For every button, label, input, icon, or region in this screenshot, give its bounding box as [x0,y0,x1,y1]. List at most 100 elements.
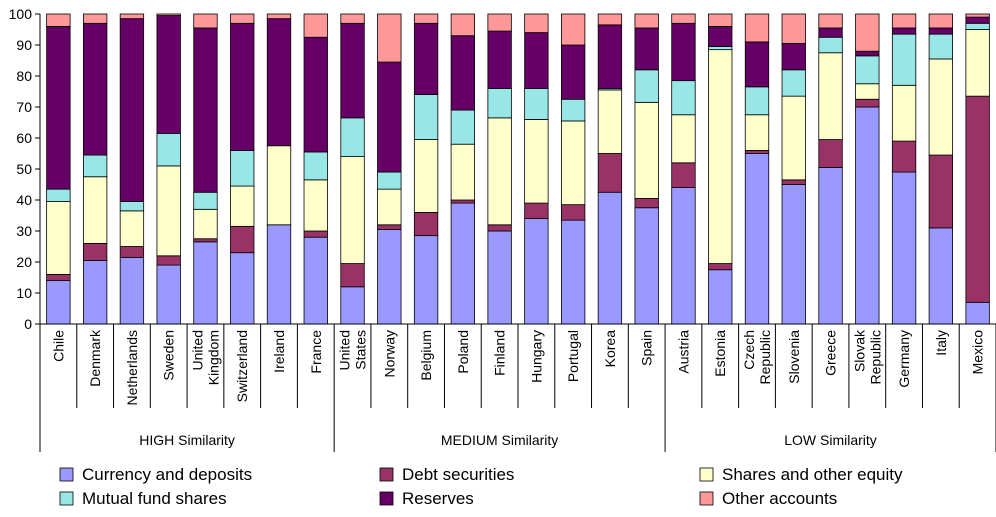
bar-korea-other-accounts [597,13,623,26]
group-label-low-similarity: LOW Similarity [784,432,877,448]
bar-united-states-other-accounts [340,13,365,24]
bar-mexico-currency-and-deposits [965,301,990,325]
bar-mexico-reserves [965,16,990,24]
bar-france-other-accounts [303,13,328,38]
bar-germany-other-accounts [891,13,917,29]
legend-label: Debt securities [402,465,514,484]
bar-poland-other-accounts [450,13,476,37]
bar-norway-currency-and-deposits [377,229,402,325]
bar-poland-mutual-fund-shares [450,109,476,145]
x-tick-label: Netherlands [124,330,140,406]
bar-poland-reserves [450,35,476,111]
bar-united-states-shares-and-other-equity [340,156,365,264]
bar-czech-republic-debt-securities [744,149,770,154]
bar-switzerland-currency-and-deposits [230,252,255,325]
bar-portugal-reserves [561,44,586,100]
y-tick-label: 80 [16,68,32,84]
bar-slovenia-other-accounts [781,13,806,44]
category-labels-layer: Chile Denmark Netherlands Sweden UnitedKingd… [50,329,985,405]
bar-norway-other-accounts [377,13,402,63]
bar-sweden-shares-and-other-equity [156,165,181,257]
bar-italy-currency-and-deposits [928,227,953,325]
x-tick-label: CzechRepublic [741,330,773,384]
legend-swatch [379,467,394,482]
bar-denmark-other-accounts [83,13,108,24]
x-tick-label: France [308,330,324,374]
bar-belgium-reserves [413,22,439,96]
legend-swatch [59,467,74,482]
bar-estonia-mutual-fund-shares [708,46,733,51]
bar-mexico-debt-securities [965,95,990,303]
bar-korea-currency-and-deposits [597,191,623,325]
bar-belgium-currency-and-deposits [413,235,439,325]
bar-norway-reserves [377,61,402,173]
x-tick-label: Hungary [528,330,544,383]
bar-chile-shares-and-other-equity [46,201,71,275]
bar-netherlands-debt-securities [119,246,145,258]
x-tick-label: Korea [602,330,618,368]
bar-belgium-shares-and-other-equity [413,139,439,213]
bar-denmark-debt-securities [83,242,108,261]
bar-netherlands-other-accounts [119,13,145,20]
bar-denmark-reserves [83,22,108,156]
legend-swatch [699,491,714,506]
bar-austria-reserves [671,22,696,82]
bar-korea-shares-and-other-equity [597,89,623,154]
x-tick-label: SlovakRepublic [851,329,883,384]
bar-switzerland-reserves [230,22,255,151]
bar-czech-republic-reserves [744,41,770,88]
bar-united-kingdom-shares-and-other-equity [193,208,218,240]
bar-finland-other-accounts [487,13,512,32]
legend-swatch [699,467,714,482]
legend: Currency and deposits Debt securities Shar… [59,465,903,508]
bar-germany-mutual-fund-shares [891,33,917,86]
x-tick-label: Chile [50,330,66,362]
x-tick-label: Greece [823,330,839,376]
bar-korea-debt-securities [597,153,623,193]
bar-portugal-shares-and-other-equity [561,120,586,206]
x-tick-label: Finland [492,330,508,376]
bar-estonia-currency-and-deposits [708,269,733,325]
bar-germany-currency-and-deposits [891,171,917,325]
bar-slovenia-reserves [781,43,806,71]
y-tick-label: 30 [16,223,32,239]
legend-item-debt-securities: Debt securities [379,465,514,484]
bar-germany-debt-securities [891,140,917,173]
bar-chile-reserves [46,25,71,190]
bar-hungary-mutual-fund-shares [524,88,549,120]
bar-czech-republic-mutual-fund-shares [744,86,770,116]
bar-austria-mutual-fund-shares [671,80,696,116]
legend-item-currency-and-deposits: Currency and deposits [59,465,252,484]
legend-swatch [59,491,74,506]
bar-germany-reserves [891,27,917,35]
bar-czech-republic-currency-and-deposits [744,153,770,325]
bar-united-states-debt-securities [340,263,365,288]
x-tick-label: Mexico [970,330,986,375]
bar-united-kingdom-reserves [193,27,218,193]
bar-slovak-republic-shares-and-other-equity [855,83,880,100]
bar-estonia-debt-securities [708,263,733,271]
bar-united-states-reserves [340,22,365,119]
bar-france-shares-and-other-equity [303,179,328,232]
bar-slovak-republic-mutual-fund-shares [855,55,880,85]
y-tick-label: 90 [16,37,32,53]
bar-united-kingdom-debt-securities [193,238,218,243]
bar-finland-shares-and-other-equity [487,117,512,226]
bar-greece-reserves [818,27,843,38]
bar-slovenia-currency-and-deposits [781,184,806,325]
legend-label: Mutual fund shares [82,489,227,508]
legend-item-mutual-fund-shares: Mutual fund shares [59,489,227,508]
bar-sweden-debt-securities [156,255,181,266]
bar-denmark-mutual-fund-shares [83,154,108,178]
bar-mexico-mutual-fund-shares [965,22,990,30]
x-tick-label: Portugal [565,330,581,382]
bar-united-kingdom-other-accounts [193,13,218,29]
bar-slovenia-shares-and-other-equity [781,95,806,181]
x-tick-label: Belgium [418,330,434,381]
bar-switzerland-debt-securities [230,225,255,254]
bar-austria-currency-and-deposits [671,187,696,325]
bar-chile-mutual-fund-shares [46,188,71,202]
bar-france-reserves [303,36,328,153]
bar-netherlands-mutual-fund-shares [119,201,145,212]
bar-portugal-currency-and-deposits [561,219,586,325]
